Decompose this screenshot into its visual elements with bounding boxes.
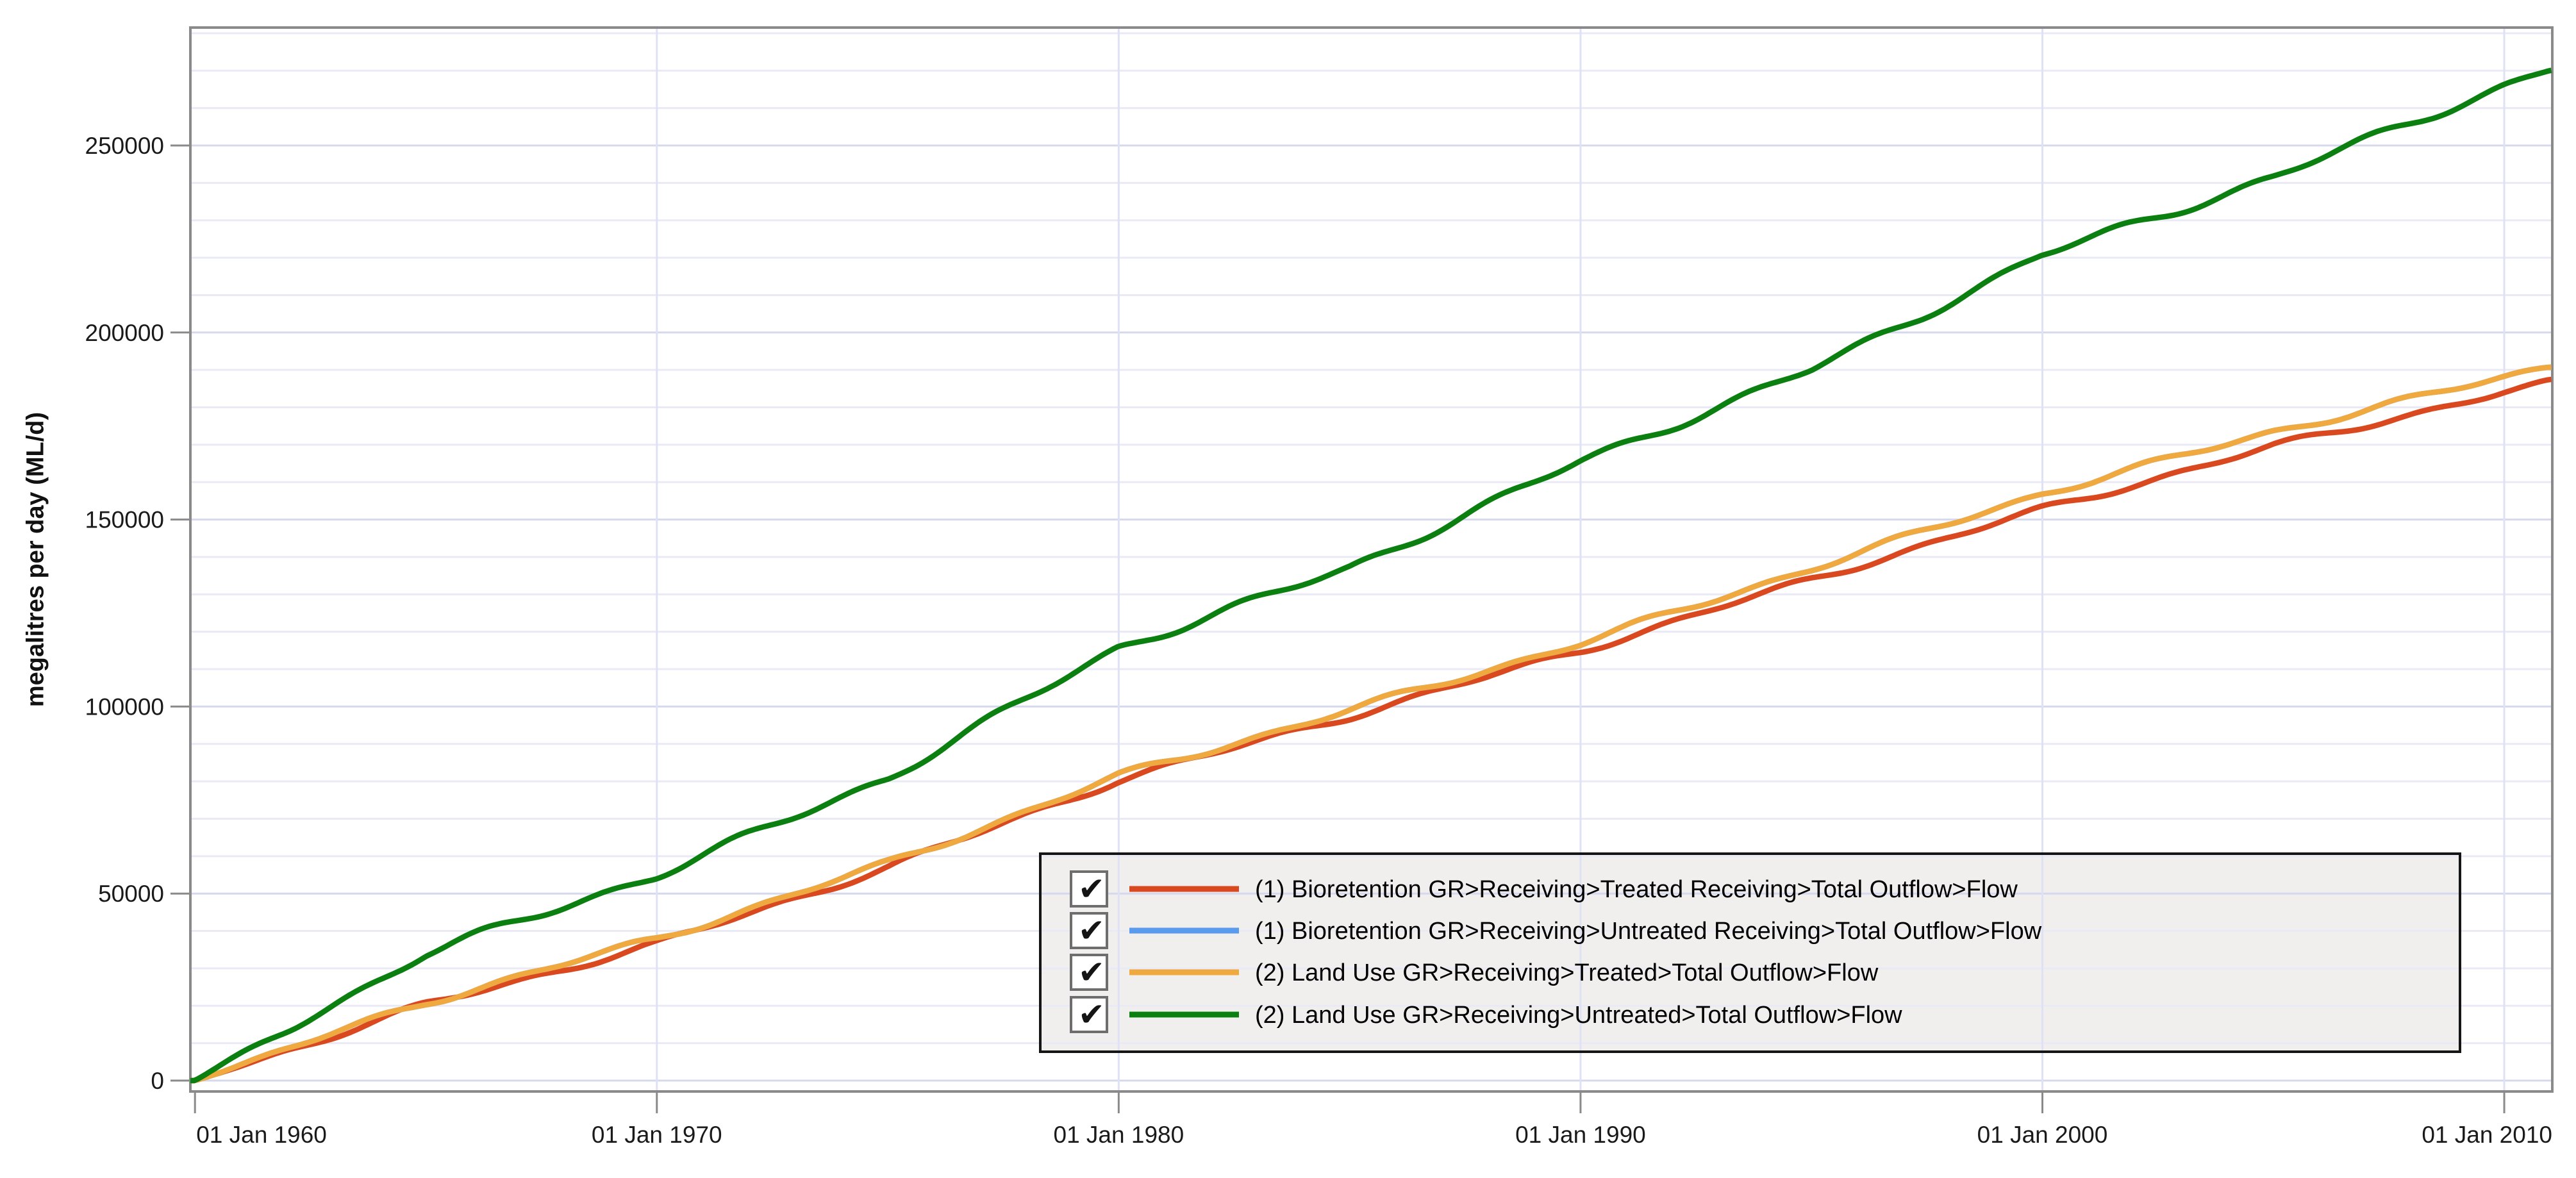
legend-checkbox-2[interactable] xyxy=(1070,954,1108,991)
y-tick-label: 100000 xyxy=(85,693,164,720)
y-tick-label: 50000 xyxy=(98,881,164,907)
axis-ticks xyxy=(170,144,2505,1113)
y-tick-label: 250000 xyxy=(85,133,164,159)
legend-label-1: (1) Bioretention GR>Receiving>Untreated … xyxy=(1255,918,2042,945)
legend-item: ✔ (1) Bioretention GR>Receiving>Treated R… xyxy=(1070,870,2018,908)
x-tick-label: 01 Jan 2010 xyxy=(2422,1122,2552,1148)
checkmark-icon: ✔ xyxy=(1078,913,1105,949)
y-tick-label: 0 xyxy=(151,1068,164,1094)
legend-item: ✔ (1) Bioretention GR>Receiving>Untreated… xyxy=(1070,912,2042,949)
checkmark-icon: ✔ xyxy=(1078,954,1105,990)
x-tick-label: 01 Jan 1980 xyxy=(1054,1122,1184,1148)
x-tick-label: 01 Jan 2000 xyxy=(1977,1122,2108,1148)
y-tick-label: 200000 xyxy=(85,320,164,346)
legend: ✔ (1) Bioretention GR>Receiving>Treated R… xyxy=(1070,870,2042,1033)
checkmark-icon: ✔ xyxy=(1078,997,1105,1033)
legend-item: ✔ (2) Land Use GR>Receiving>Treated>Total… xyxy=(1070,954,1879,991)
x-tick-label: 01 Jan 1970 xyxy=(592,1122,722,1148)
legend-border xyxy=(1039,852,2461,1053)
x-tick-label: 01 Jan 1960 xyxy=(196,1122,327,1148)
legend-checkbox-0[interactable] xyxy=(1070,870,1108,908)
legend-background xyxy=(1040,854,2460,1052)
legend-label-2: (2) Land Use GR>Receiving>Treated>Total … xyxy=(1255,959,1879,986)
series-line-3 xyxy=(190,67,2552,1084)
legend-label-3: (2) Land Use GR>Receiving>Untreated>Tota… xyxy=(1255,1002,1902,1029)
legend-item: ✔ (2) Land Use GR>Receiving>Untreated>Tot… xyxy=(1070,996,1902,1033)
x-tick-label: 01 Jan 1990 xyxy=(1515,1122,1646,1148)
legend-label-0: (1) Bioretention GR>Receiving>Treated Re… xyxy=(1255,876,2018,903)
series-line-2 xyxy=(190,364,2552,1084)
checkmark-icon: ✔ xyxy=(1078,871,1105,907)
y-axis-title: megalitres per day (ML/d) xyxy=(22,411,49,708)
legend-checkbox-3[interactable] xyxy=(1070,996,1108,1033)
y-tick-label: 150000 xyxy=(85,507,164,533)
legend-checkbox-1[interactable] xyxy=(1070,912,1108,949)
plot-border xyxy=(189,26,2554,1093)
series-line-0 xyxy=(190,376,2552,1084)
